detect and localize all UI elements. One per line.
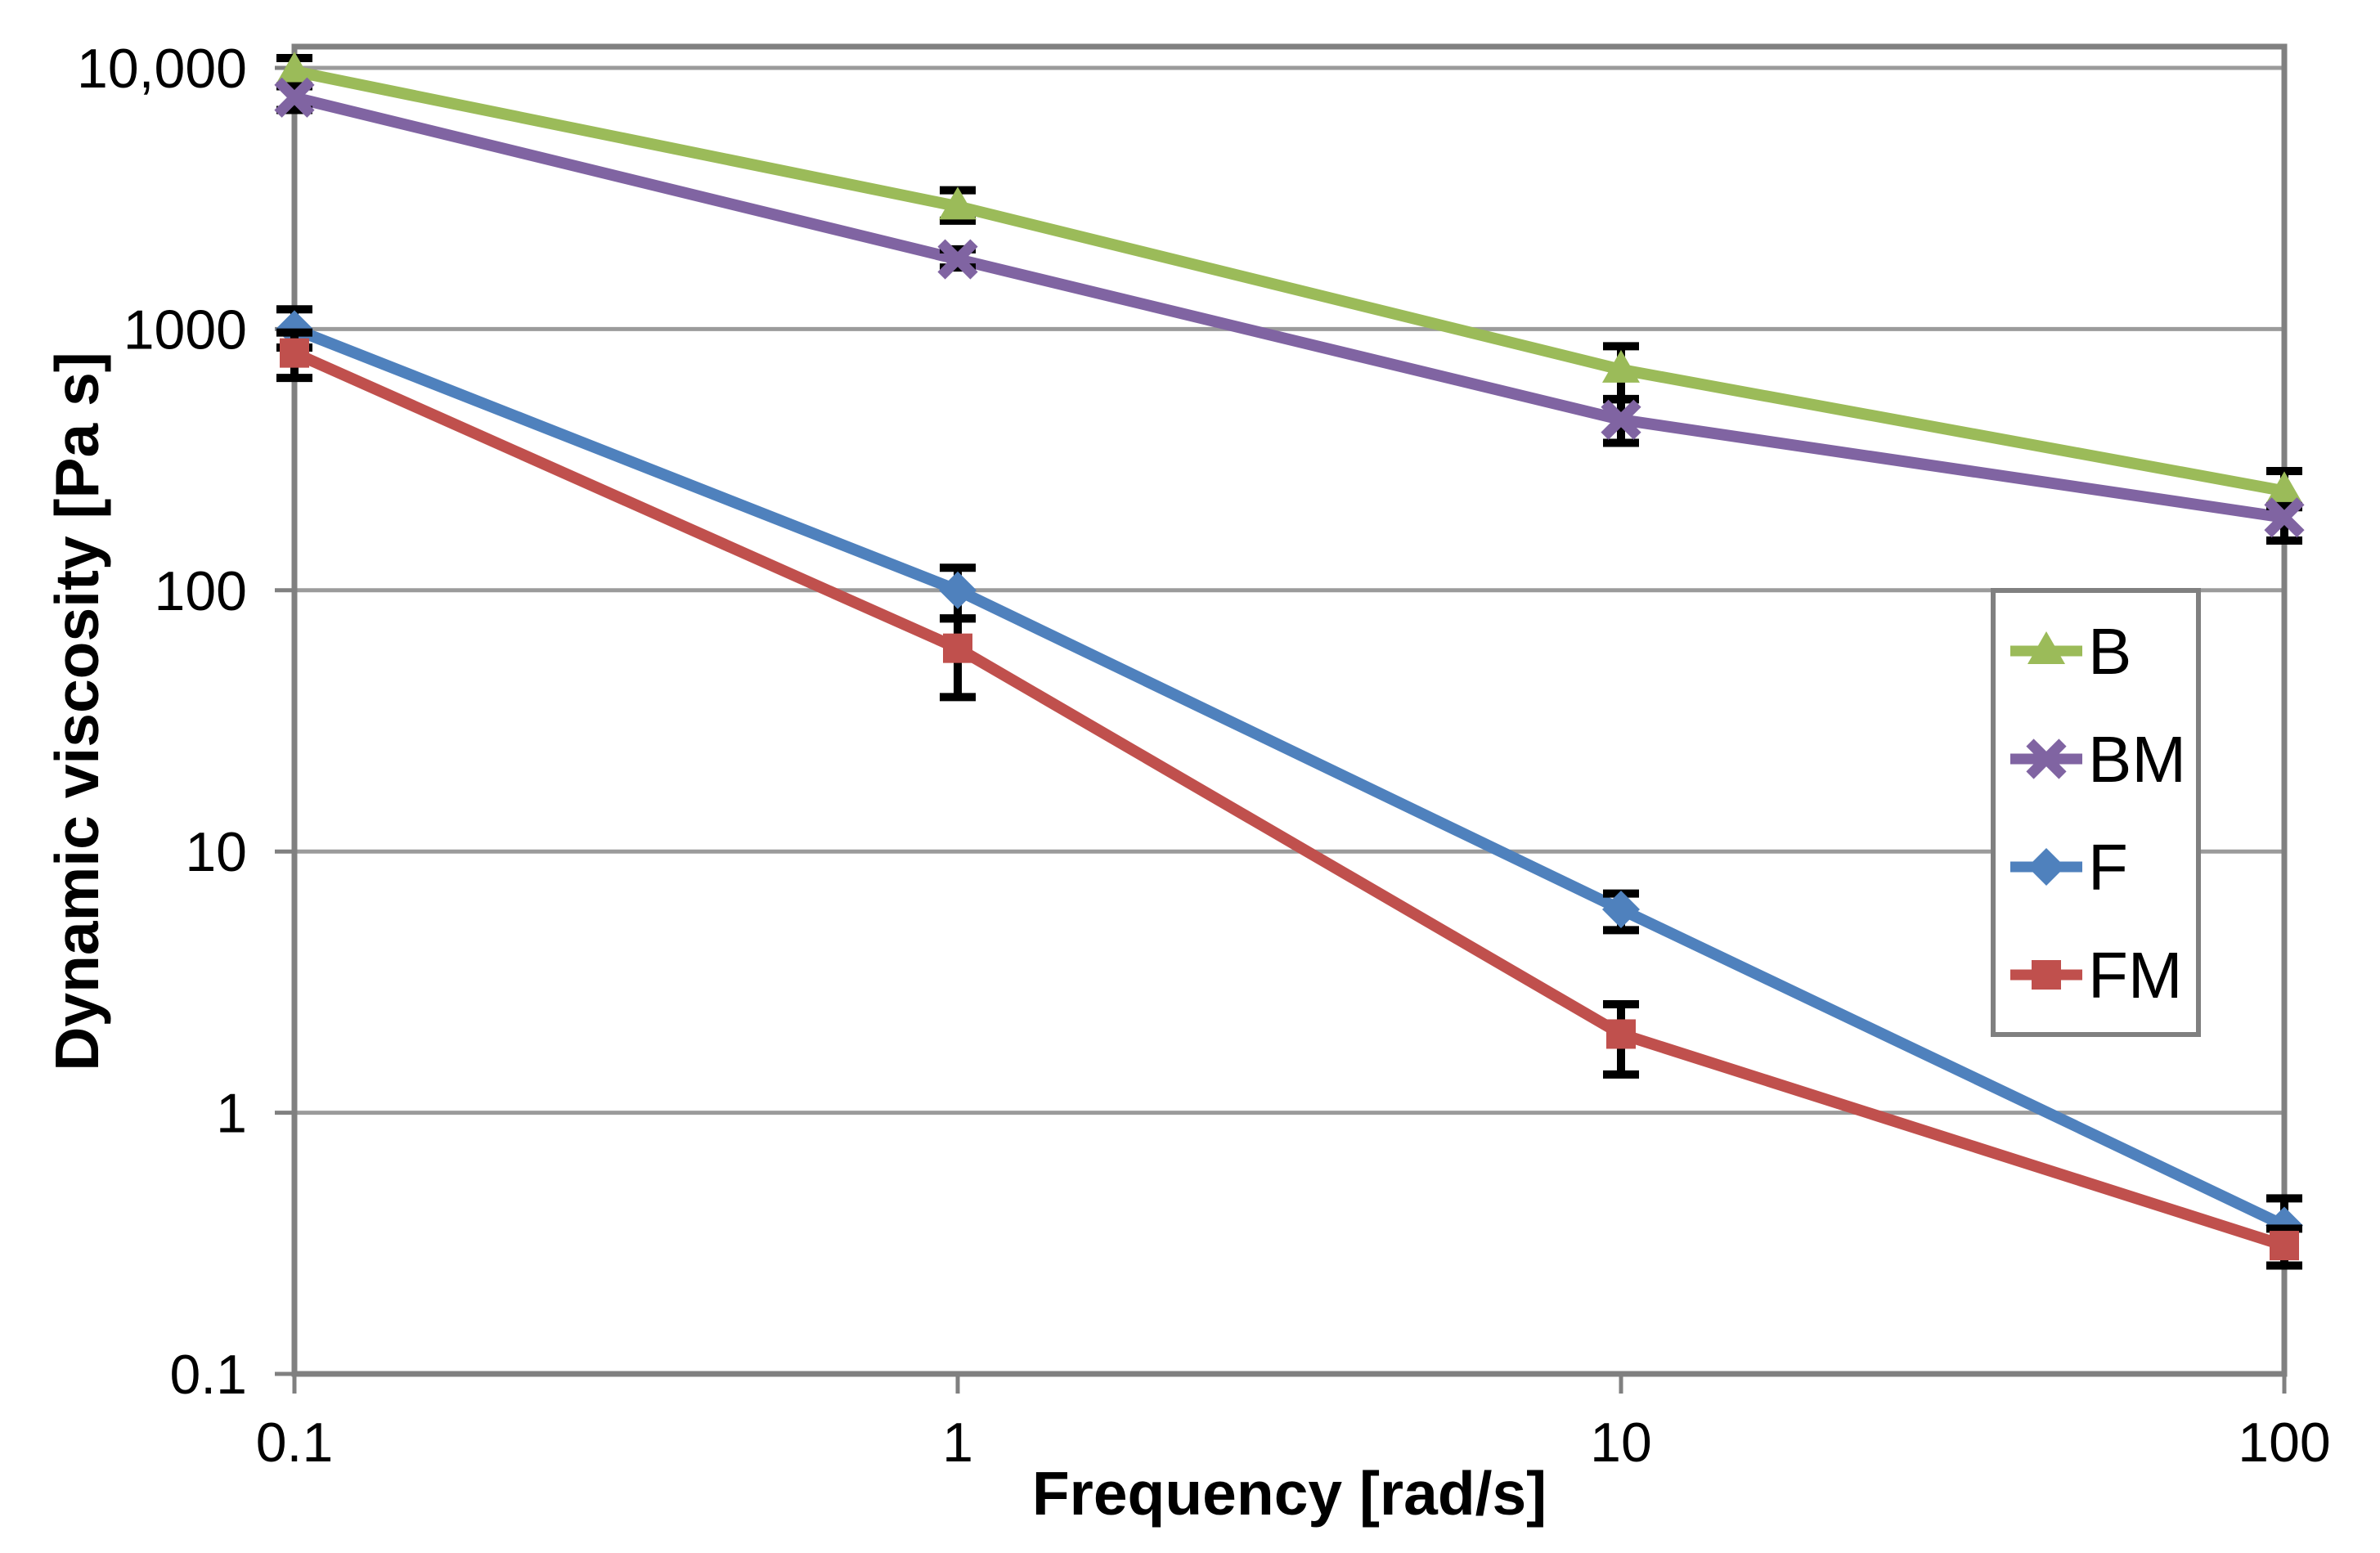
x-tick-label: 10 <box>1590 1412 1652 1474</box>
y-tick-label: 100 <box>155 560 247 622</box>
legend-label: BM <box>2088 723 2186 796</box>
legend-item-F: F <box>2010 831 2128 904</box>
series-F-marker <box>939 571 977 609</box>
legend-item-BM: BM <box>2010 723 2186 796</box>
legend-marker-square <box>2032 960 2061 990</box>
series-B-marker <box>276 52 313 85</box>
series-F-marker <box>1602 891 1640 929</box>
series-B-marker <box>2265 471 2303 505</box>
x-stroke-2 <box>2264 497 2305 538</box>
y-tick-label: 0.1 <box>169 1344 247 1406</box>
x-axis-title: Frequency [rad/s] <box>1032 1459 1547 1528</box>
y-tick-label: 10,000 <box>77 38 247 100</box>
series-F-line <box>292 323 2288 1231</box>
y-tick-label: 10 <box>185 821 247 883</box>
series-FM-line <box>292 348 2287 1251</box>
series-FM <box>276 328 2302 1270</box>
legend-label: FM <box>2088 939 2183 1012</box>
legend-item-FM: FM <box>2010 939 2183 1012</box>
x-tick-label: 0.1 <box>256 1412 334 1474</box>
series-FM-marker <box>943 633 972 663</box>
y-axis-title: Dynamic viscosity [Pa s] <box>43 352 111 1071</box>
series-B-marker <box>1602 349 1640 383</box>
x-stroke-2 <box>1601 399 1641 440</box>
series-FM-marker <box>1606 1019 1636 1049</box>
series-BM-line <box>293 92 2286 523</box>
x-tick-label: 100 <box>2238 1412 2330 1474</box>
x-tick-label: 1 <box>942 1412 973 1474</box>
legend-box <box>1991 588 2201 1037</box>
x-stroke-2 <box>937 239 978 280</box>
x-stroke-2 <box>274 77 315 118</box>
plot-border <box>291 43 2288 1377</box>
y-tick-label: 1000 <box>123 298 247 361</box>
legend-marker-x <box>2026 738 2067 779</box>
series-FM-marker <box>2270 1231 2299 1261</box>
y-tick-label: 1 <box>216 1083 247 1145</box>
series-BM <box>274 77 2305 545</box>
legend-item-B: B <box>2010 615 2131 688</box>
series-BM-marker <box>274 77 315 118</box>
series-FM-marker <box>280 338 309 368</box>
series-B-line <box>293 65 2286 497</box>
legend-marker-triangle <box>2027 631 2065 664</box>
series-BM-marker <box>1601 399 1641 440</box>
legend-marker-diamond <box>2027 848 2065 886</box>
x-stroke-2 <box>2026 738 2067 779</box>
series-BM-marker <box>2264 497 2305 538</box>
series-B-marker <box>939 186 977 220</box>
legend-label: B <box>2088 615 2131 688</box>
legend-label: F <box>2088 831 2128 904</box>
legend: B BM F FM <box>1991 588 2201 1037</box>
series-BM-marker <box>937 239 978 280</box>
